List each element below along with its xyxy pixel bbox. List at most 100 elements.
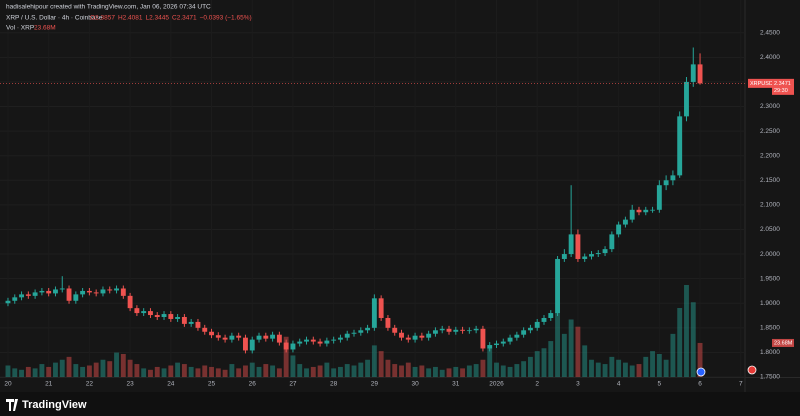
candle-body (460, 329, 466, 331)
flag-icon[interactable] (747, 365, 757, 375)
candle-body (202, 327, 208, 332)
ohlc-value: −0.0393 (−1.65%) (200, 15, 252, 22)
brand: TradingView (22, 399, 87, 411)
candle-body (426, 333, 432, 338)
volume-bar (548, 341, 554, 377)
candle-body (392, 327, 398, 333)
candle-body (365, 327, 371, 331)
y-tick-label: 2.2000 (760, 152, 780, 159)
x-tick-label: 30 (411, 381, 419, 388)
volume-bar (5, 365, 11, 377)
volume-bar (222, 369, 228, 377)
x-tick-label: 28 (330, 381, 338, 388)
candle-body (310, 339, 316, 342)
candle-body (25, 294, 31, 296)
volume-bar (73, 364, 79, 377)
candle-body (46, 290, 52, 294)
candle-body (107, 289, 113, 291)
candle-body (500, 341, 506, 344)
y-tick-label: 2.2500 (760, 128, 780, 135)
volume-bar (12, 368, 18, 377)
candle-body (276, 334, 282, 343)
x-tick-label: 24 (167, 381, 175, 388)
candle-body (12, 297, 18, 301)
candle-body (487, 345, 493, 349)
volume-bar (46, 366, 52, 377)
volume-bar (181, 364, 187, 377)
candle-body (59, 288, 65, 290)
candle-body (690, 64, 696, 82)
volume-bar (487, 348, 493, 377)
plot-area (0, 47, 745, 377)
volume-bar (290, 355, 296, 377)
candle-body (229, 335, 235, 340)
ohlc-value: C2.3471 (172, 15, 197, 22)
volume-bar (426, 368, 432, 377)
credit: hadisalehipour created with TradingView.… (6, 4, 211, 11)
y-tick-label: 2.0000 (760, 251, 780, 258)
ohlc-value: H2.4081 (118, 15, 143, 22)
candle-body (188, 321, 194, 324)
volume-bar (39, 364, 45, 377)
x-tick-label: 31 (452, 381, 460, 388)
volume-bar (337, 366, 343, 377)
volume-tag-bg (772, 338, 794, 347)
volume-bar (304, 368, 309, 377)
volume-bar (643, 356, 649, 377)
candle-body (141, 311, 147, 314)
candle-body (66, 288, 72, 301)
candle-body (405, 337, 411, 340)
volume-bar (32, 368, 38, 377)
x-tick-label: 2 (535, 381, 539, 388)
volume-bar (120, 354, 126, 377)
candle-body (521, 330, 527, 335)
candle-body (168, 314, 174, 319)
y-tick-label: 2.0500 (760, 226, 780, 233)
candle-body (290, 343, 296, 350)
volume-bar (690, 302, 696, 377)
x-tick-label: 29 (371, 381, 379, 388)
candle-body (643, 209, 649, 213)
candle-body (412, 335, 418, 340)
x-tick-label: 3 (576, 381, 580, 388)
volume-bar (392, 364, 398, 377)
candle-body (473, 328, 479, 331)
event-icon[interactable] (696, 367, 706, 377)
candle-body (358, 330, 364, 333)
volume-bar (419, 365, 425, 377)
volume-bar (561, 333, 567, 377)
y-tick-label: 2.4000 (760, 54, 780, 61)
candle-body (331, 339, 337, 341)
volume-bar (270, 365, 276, 377)
volume-bar (650, 351, 655, 377)
candle-body (548, 313, 554, 318)
candle-body (677, 116, 683, 176)
candle-body (297, 341, 303, 344)
candle-body (595, 253, 601, 255)
volume-bar (507, 366, 513, 377)
candle-body (175, 317, 181, 319)
candle-body (446, 328, 452, 332)
volume-bar (534, 351, 540, 377)
volume-bar (249, 362, 255, 377)
candle-body (236, 335, 242, 338)
volume-bar (399, 365, 404, 377)
candle-body (439, 328, 445, 331)
volume-bar (297, 364, 303, 377)
volume-bar (521, 361, 527, 377)
logo-mark (6, 399, 18, 411)
candle-body (114, 288, 119, 291)
candle-body (568, 234, 574, 255)
candle-body (629, 209, 635, 220)
y-tick-label: 1.7500 (760, 374, 780, 381)
volume-bar (568, 319, 574, 377)
x-tick-label: 21 (45, 381, 53, 388)
candle-body (480, 328, 486, 349)
candle-body (399, 332, 404, 338)
candle-body (466, 330, 472, 332)
volume-bar (500, 365, 506, 377)
candle-body (127, 295, 133, 309)
volume-bar (66, 356, 72, 377)
volume-bar (609, 356, 615, 377)
